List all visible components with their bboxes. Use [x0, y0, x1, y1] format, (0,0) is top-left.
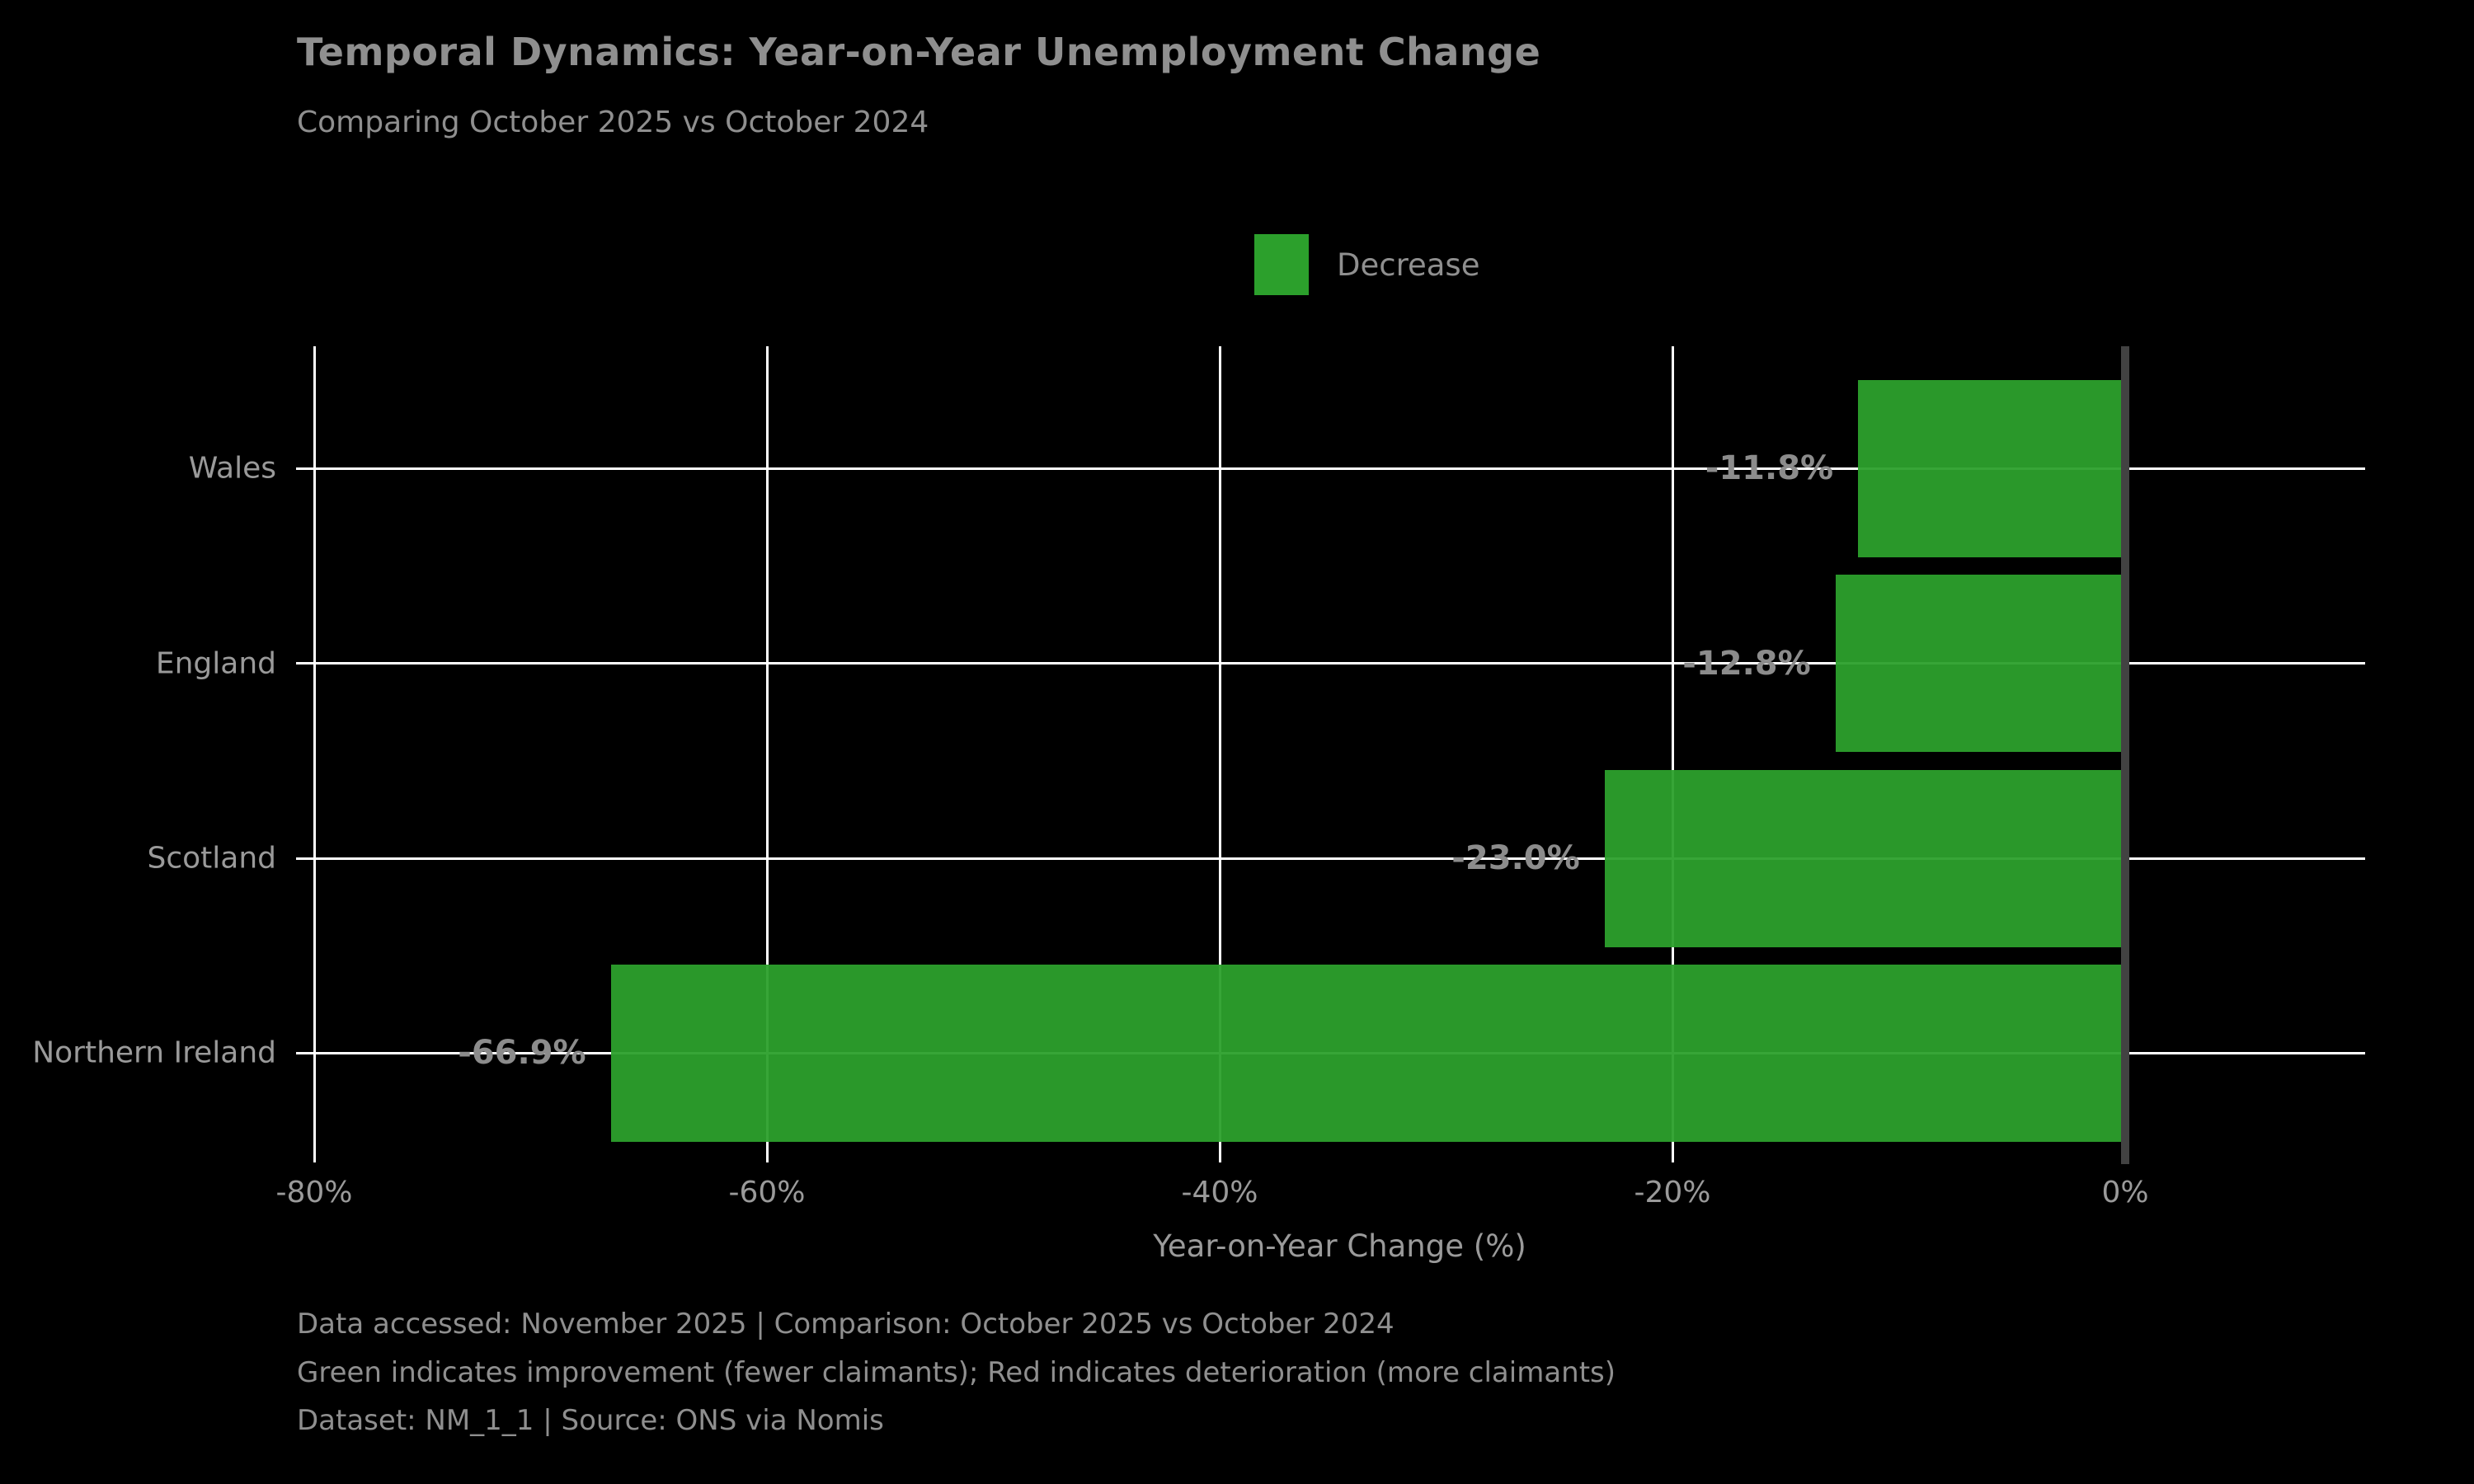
x-tick-label: -80% — [275, 1176, 353, 1209]
chart-subtitle: Comparing October 2025 vs October 2024 — [297, 106, 929, 139]
legend-label: Decrease — [1337, 247, 1480, 283]
x-tick — [313, 1144, 316, 1162]
y-axis-label: Scotland — [147, 841, 276, 876]
y-tick — [296, 662, 314, 665]
footer-data-accessed: Data accessed: November 2025 | Compariso… — [297, 1308, 1395, 1341]
legend-swatch-decrease — [1254, 234, 1309, 295]
y-tick — [296, 857, 314, 860]
bar-value-label: -23.0% — [1451, 839, 1580, 877]
y-axis-label: Wales — [188, 451, 276, 486]
x-tick — [1671, 1144, 1674, 1162]
gridline-h — [314, 857, 2365, 860]
x-axis-title: Year-on-Year Change (%) — [1153, 1228, 1526, 1264]
bar — [1604, 769, 2125, 947]
bar-value-label: -66.9% — [458, 1034, 586, 1072]
x-tick-label: -40% — [1181, 1176, 1258, 1209]
x-tick-label: -60% — [728, 1176, 806, 1209]
bar — [1858, 379, 2126, 557]
legend: Decrease — [1254, 234, 1479, 295]
chart-title: Temporal Dynamics: Year-on-Year Unemploy… — [297, 30, 1541, 74]
y-axis-label: Northern Ireland — [32, 1036, 276, 1070]
x-tick — [765, 1144, 769, 1162]
gridline-h — [314, 662, 2365, 665]
y-tick — [296, 467, 314, 470]
gridline-v — [313, 346, 316, 1144]
x-tick — [1218, 1144, 1221, 1162]
x-tick-label: 0% — [2101, 1176, 2149, 1209]
gridline-v — [1671, 346, 1674, 1144]
plot-area: -80% -60% -40% -20% 0% Wales -11.8% England -12.… — [32, 346, 2365, 1264]
x-tick-label: -20% — [1634, 1176, 1711, 1209]
bar — [610, 964, 2126, 1142]
gridline-h — [314, 467, 2365, 470]
gridline-v — [1218, 346, 1221, 1144]
footer-dataset-source: Dataset: NM_1_1 | Source: ONS via Nomis — [297, 1404, 884, 1437]
y-axis-label: England — [155, 646, 276, 680]
gridline-v — [765, 346, 769, 1144]
footer-color-key: Green indicates improvement (fewer claim… — [297, 1356, 1616, 1389]
bar-value-label: -11.8% — [1705, 449, 1834, 487]
bar-value-label: -12.8% — [1682, 644, 1811, 683]
zero-line — [2121, 346, 2130, 1164]
y-tick — [296, 1051, 314, 1054]
bar — [1835, 575, 2126, 752]
